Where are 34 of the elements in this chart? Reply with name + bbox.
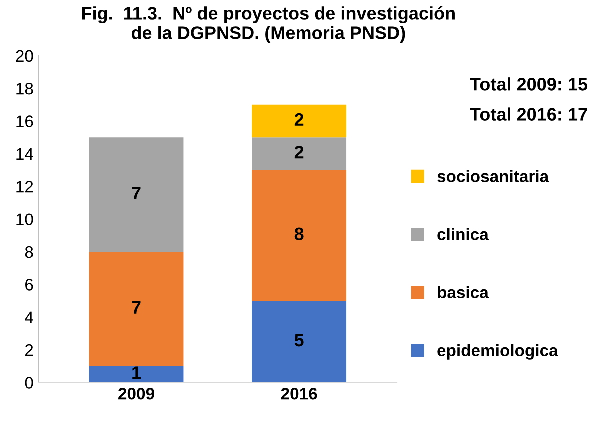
y-tick-label: 0 <box>25 377 34 389</box>
bar <box>89 252 184 366</box>
data-label: 7 <box>132 187 141 200</box>
y-tick-label: 6 <box>26 279 34 291</box>
bar <box>252 138 347 170</box>
data-label: 7 <box>132 301 141 314</box>
y-tick-label: 2 <box>26 344 34 356</box>
bar <box>89 366 184 383</box>
data-label: 8 <box>294 228 304 240</box>
legend-label: basica <box>438 286 489 299</box>
data-label: 2 <box>294 146 304 159</box>
x-tick-label: 2009 <box>118 388 154 400</box>
bar <box>252 301 347 383</box>
data-label: 5 <box>294 334 304 347</box>
y-tick-label: 12 <box>16 181 34 193</box>
bar <box>252 170 347 301</box>
data-label: 2 <box>294 113 304 126</box>
text: Total 2009: 15 <box>470 78 588 91</box>
legend-label: sociosanitaria <box>438 170 550 182</box>
y-tick-label: 18 <box>16 82 34 95</box>
legend-label: epidemiologica <box>438 344 558 360</box>
bar <box>89 138 184 252</box>
bar <box>252 104 347 138</box>
y-tick-label: 4 <box>25 312 34 324</box>
y-tick-label: 16 <box>16 116 34 128</box>
y-tick-label: 10 <box>16 214 34 226</box>
y-tick-label: 8 <box>25 246 34 258</box>
y-tick-label: 14 <box>16 148 34 160</box>
data-label: 1 <box>132 366 142 380</box>
x-tick-label: 2016 <box>281 388 318 400</box>
legend-label: clinica <box>438 228 489 240</box>
chart-title: Fig. 11.3. Nº de proyectos de investigación de la DGPNSD. (Memoria PNSD) <box>82 6 455 43</box>
y-tick-label: 20 <box>16 50 34 62</box>
text: Total 2016: 17 <box>470 108 588 121</box>
